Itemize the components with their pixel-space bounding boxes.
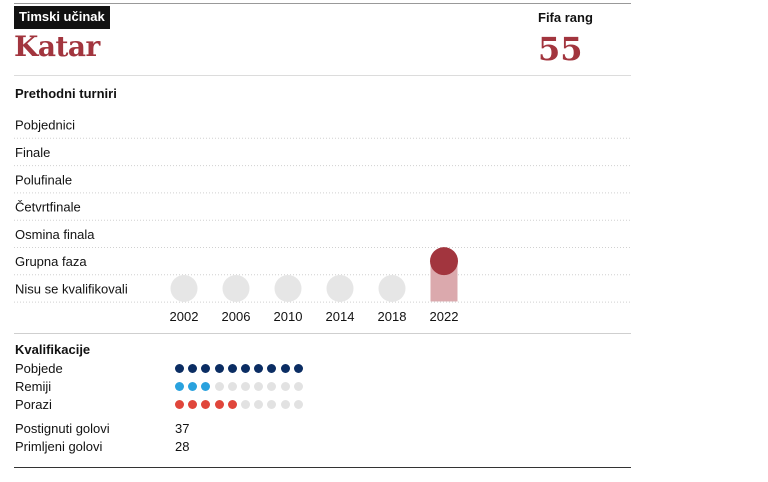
stage-label-pobjednici: Pobjednici <box>15 118 75 133</box>
qualification-dot-porazi <box>227 400 237 409</box>
qualification-dot-porazi <box>267 400 277 409</box>
qualification-dot-porazi <box>293 400 303 409</box>
qualification-dot-pobjede <box>241 364 250 373</box>
qualification-title: Kvalifikacije <box>15 342 91 357</box>
year-label-2002: 2002 <box>170 309 199 324</box>
chart-bottom-divider <box>14 333 631 334</box>
qualification-dot-remiji <box>267 382 277 391</box>
qualification-dot-pobjede <box>254 364 264 373</box>
result-dot-2006 <box>222 274 250 302</box>
year-label-2022: 2022 <box>430 309 459 324</box>
qualification-dot-pobjede <box>201 364 211 373</box>
qualification-dot-porazi <box>175 400 184 409</box>
qualification-dot-remiji <box>254 382 264 391</box>
result-dot-2022 <box>430 247 458 276</box>
stage-label-nisu-se-kvalifikovali: Nisu se kvalifikovali <box>15 281 128 296</box>
result-dot-2014 <box>326 274 354 302</box>
qualification-label-porazi: Porazi <box>15 397 52 412</box>
footer-rule <box>14 467 631 468</box>
stage-label-polufinale: Polufinale <box>15 172 72 187</box>
header-divider <box>14 75 631 76</box>
goals-scored-label: Postignuti golovi <box>15 421 110 436</box>
fifa-rank-value: 55 <box>538 30 583 68</box>
qualification-dot-porazi <box>241 400 250 409</box>
result-dot-2010 <box>274 274 302 302</box>
stage-label-osmina-finala: Osmina finala <box>15 227 95 242</box>
qualification-dot-remiji <box>280 382 290 391</box>
qualification-label-remiji: Remiji <box>15 379 52 394</box>
team-name: Katar <box>14 30 100 63</box>
qualification-dot-remiji <box>227 382 237 391</box>
top-rule <box>14 3 631 4</box>
goals-conceded-label: Primljeni golovi <box>15 439 103 454</box>
qualification-dot-pobjede <box>267 364 277 373</box>
qualification-dot-remiji <box>241 382 250 391</box>
goals-conceded-value: 28 <box>175 439 190 454</box>
qualification-dot-porazi <box>214 400 224 409</box>
qualification-dot-pobjede <box>188 364 198 373</box>
fifa-rank-label: Fifa rang <box>538 10 593 25</box>
qualification-dot-porazi <box>188 400 198 409</box>
qualification-dot-remiji <box>188 382 198 391</box>
result-dot-2002 <box>170 274 198 302</box>
tournaments-title: Prethodni turniri <box>15 86 117 101</box>
goals-scored-value: 37 <box>175 421 190 436</box>
year-label-2018: 2018 <box>378 309 407 324</box>
stage-label-grupna-faza: Grupna faza <box>15 254 87 269</box>
qualification-dot-remiji <box>293 382 303 391</box>
qualification-dot-pobjede <box>175 364 184 373</box>
qualification-dot-remiji <box>201 382 211 391</box>
qualification-dot-porazi <box>201 400 211 409</box>
qualification-dot-pobjede <box>293 364 303 373</box>
qualification-dot-porazi <box>280 400 290 409</box>
year-label-2014: 2014 <box>326 309 355 324</box>
qualification-dot-pobjede <box>227 364 237 373</box>
stage-label-finale: Finale <box>15 145 50 160</box>
section-tag: Timski učinak <box>14 6 110 29</box>
qualification-dot-remiji <box>214 382 224 391</box>
year-label-2006: 2006 <box>222 309 251 324</box>
qualification-dot-remiji <box>175 382 184 391</box>
qualification-label-pobjede: Pobjede <box>15 361 63 376</box>
qualification-dot-porazi <box>254 400 264 409</box>
result-dot-2018 <box>378 274 406 302</box>
qualification-dot-pobjede <box>214 364 224 373</box>
stage-label-cetvrtfinale: Četvrtfinale <box>15 200 81 215</box>
qualification-dot-pobjede <box>280 364 290 373</box>
year-label-2010: 2010 <box>274 309 303 324</box>
